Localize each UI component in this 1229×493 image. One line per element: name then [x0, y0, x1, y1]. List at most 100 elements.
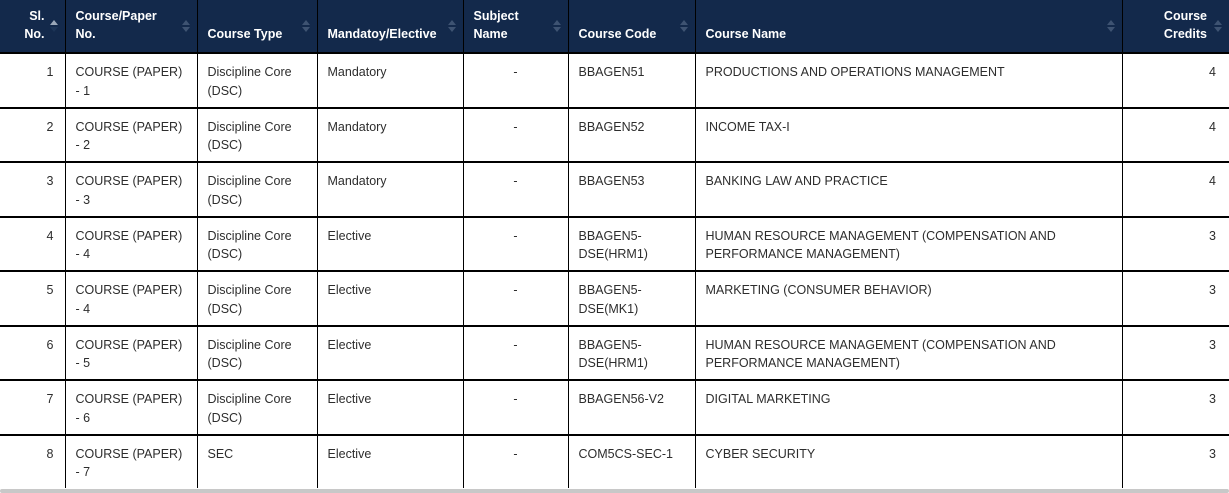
- cell-course_credits: 4: [1121, 162, 1229, 217]
- column-header-mandatory_elective[interactable]: Mandatoy/Elective: [317, 0, 464, 53]
- cell-subject_name: -: [462, 325, 569, 380]
- column-header-label: Course Name: [705, 27, 787, 42]
- table-row: 3 COURSE (PAPER) - 3 Discipline Core (DS…: [0, 162, 1229, 217]
- column-header-course_name[interactable]: Course Name: [695, 0, 1123, 53]
- cell-course_paper_no: COURSE (PAPER) - 1: [64, 53, 198, 108]
- cell-course_code: BBAGEN52: [567, 107, 696, 162]
- cell-mandatory_elective: Mandatory: [316, 162, 464, 217]
- sort-down-arrow-icon: [49, 27, 58, 32]
- column-header-course_type[interactable]: Course Type: [197, 0, 318, 53]
- column-header-label: Sl. No.: [24, 8, 45, 42]
- cell-subject_name: -: [462, 380, 569, 435]
- cell-course_paper_no: COURSE (PAPER) - 2: [64, 107, 198, 162]
- cell-course_credits: 3: [1121, 325, 1229, 380]
- sort-asc-icon: [49, 20, 58, 32]
- column-header-course_paper_no[interactable]: Course/Paper No.: [65, 0, 198, 53]
- column-header-label: Subject Name: [473, 8, 519, 42]
- sort-up-arrow-icon: [49, 20, 58, 25]
- cell-course_name: DIGITAL MARKETING: [694, 380, 1123, 435]
- cell-course_paper_no: COURSE (PAPER) - 4: [64, 216, 198, 271]
- sort-both-icon: [181, 20, 190, 32]
- cell-course_name: BANKING LAW AND PRACTICE: [694, 162, 1123, 217]
- cell-course_name: HUMAN RESOURCE MANAGEMENT (COMPENSATION …: [694, 325, 1123, 380]
- sort-down-arrow-icon: [447, 27, 456, 32]
- cell-course_credits: 4: [1121, 107, 1229, 162]
- cell-subject_name: -: [462, 53, 569, 108]
- horizontal-scrollbar[interactable]: [0, 489, 1229, 493]
- sort-up-arrow-icon: [447, 20, 456, 25]
- column-header-sl_no[interactable]: Sl. No.: [0, 0, 66, 53]
- sort-both-icon: [1106, 20, 1115, 32]
- cell-sl_no: 5: [0, 271, 66, 326]
- column-header-course_credits[interactable]: Course Credits: [1122, 0, 1229, 53]
- table-header: Sl. No. Course/Paper No. Course Type Man…: [0, 0, 1229, 53]
- cell-course_credits: 3: [1121, 380, 1229, 435]
- sort-down-arrow-icon: [1214, 27, 1222, 32]
- cell-course_code: BBAGEN51: [567, 53, 696, 108]
- cell-course_credits: 3: [1121, 271, 1229, 326]
- cell-course_name: HUMAN RESOURCE MANAGEMENT (COMPENSATION …: [694, 216, 1123, 271]
- cell-mandatory_elective: Mandatory: [316, 53, 464, 108]
- cell-sl_no: 8: [0, 434, 66, 488]
- cell-subject_name: -: [462, 162, 569, 217]
- column-header-label: Mandatoy/Elective: [327, 27, 437, 42]
- table-row: 1 COURSE (PAPER) - 1 Discipline Core (DS…: [0, 53, 1229, 108]
- cell-mandatory_elective: Mandatory: [316, 107, 464, 162]
- column-header-label: Course Type: [207, 27, 283, 42]
- sort-both-icon: [552, 20, 561, 32]
- cell-course_type: Discipline Core (DSC): [196, 325, 318, 380]
- cell-course_credits: 3: [1121, 434, 1229, 488]
- sort-down-arrow-icon: [181, 27, 190, 32]
- cell-course_paper_no: COURSE (PAPER) - 7: [64, 434, 198, 488]
- cell-sl_no: 1: [0, 53, 66, 108]
- cell-course_name: INCOME TAX-I: [694, 107, 1123, 162]
- cell-sl_no: 2: [0, 107, 66, 162]
- cell-mandatory_elective: Elective: [316, 271, 464, 326]
- column-header-label: Course Code: [578, 27, 657, 42]
- sort-both-icon: [301, 20, 310, 32]
- table-row: 4 COURSE (PAPER) - 4 Discipline Core (DS…: [0, 216, 1229, 271]
- cell-course_code: BBAGEN5-DSE(HRM1): [567, 216, 696, 271]
- cell-course_credits: 4: [1121, 53, 1229, 108]
- table-row: 5 COURSE (PAPER) - 4 Discipline Core (DS…: [0, 271, 1229, 326]
- cell-sl_no: 3: [0, 162, 66, 217]
- cell-course_type: Discipline Core (DSC): [196, 380, 318, 435]
- cell-mandatory_elective: Elective: [316, 216, 464, 271]
- table-row: 2 COURSE (PAPER) - 2 Discipline Core (DS…: [0, 107, 1229, 162]
- cell-course_code: BBAGEN53: [567, 162, 696, 217]
- cell-sl_no: 7: [0, 380, 66, 435]
- cell-course_paper_no: COURSE (PAPER) - 6: [64, 380, 198, 435]
- table-row: 6 COURSE (PAPER) - 5 Discipline Core (DS…: [0, 325, 1229, 380]
- sort-down-arrow-icon: [679, 27, 688, 32]
- cell-course_paper_no: COURSE (PAPER) - 5: [64, 325, 198, 380]
- table-body: 1 COURSE (PAPER) - 1 Discipline Core (DS…: [0, 53, 1229, 488]
- cell-mandatory_elective: Elective: [316, 434, 464, 488]
- cell-subject_name: -: [462, 107, 569, 162]
- header-row: Sl. No. Course/Paper No. Course Type Man…: [0, 0, 1229, 53]
- column-header-subject_name[interactable]: Subject Name: [463, 0, 569, 53]
- cell-mandatory_elective: Elective: [316, 325, 464, 380]
- sort-up-arrow-icon: [552, 20, 561, 25]
- cell-subject_name: -: [462, 216, 569, 271]
- cell-course_code: BBAGEN5-DSE(HRM1): [567, 325, 696, 380]
- cell-course_name: MARKETING (CONSUMER BEHAVIOR): [694, 271, 1123, 326]
- sort-up-arrow-icon: [181, 20, 190, 25]
- cell-course_type: Discipline Core (DSC): [196, 216, 318, 271]
- cell-course_type: Discipline Core (DSC): [196, 271, 318, 326]
- cell-course_paper_no: COURSE (PAPER) - 3: [64, 162, 198, 217]
- cell-course_type: Discipline Core (DSC): [196, 107, 318, 162]
- sort-both-icon: [679, 20, 688, 32]
- cell-sl_no: 4: [0, 216, 66, 271]
- column-header-course_code[interactable]: Course Code: [568, 0, 696, 53]
- cell-sl_no: 6: [0, 325, 66, 380]
- sort-down-arrow-icon: [1106, 27, 1115, 32]
- cell-mandatory_elective: Elective: [316, 380, 464, 435]
- cell-course_name: PRODUCTIONS AND OPERATIONS MANAGEMENT: [694, 53, 1123, 108]
- cell-subject_name: -: [462, 271, 569, 326]
- cell-course_type: Discipline Core (DSC): [196, 53, 318, 108]
- cell-course_paper_no: COURSE (PAPER) - 4: [64, 271, 198, 326]
- column-header-label: Course Credits: [1163, 8, 1207, 42]
- table-row: 8 COURSE (PAPER) - 7 SEC Elective - COM5…: [0, 434, 1229, 488]
- table-row: 7 COURSE (PAPER) - 6 Discipline Core (DS…: [0, 380, 1229, 435]
